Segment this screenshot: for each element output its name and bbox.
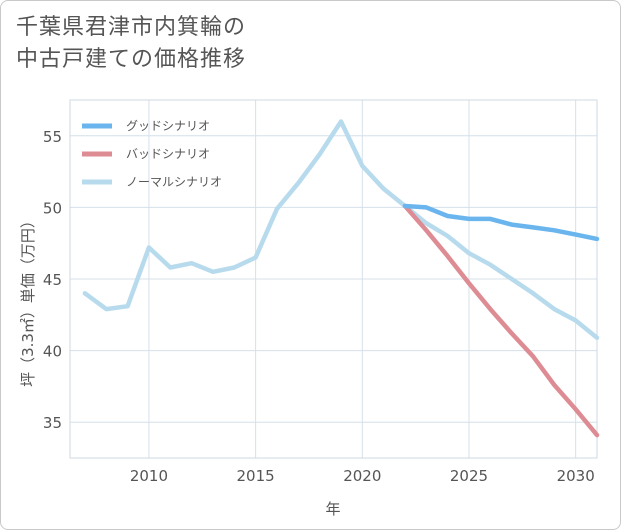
tick-labels: 35 40 45 50 55 2010 2015 2020 2025 2030 <box>43 128 595 485</box>
series-line-0 <box>402 203 600 242</box>
y-tick-label: 50 <box>43 199 62 217</box>
plot-area-border <box>69 99 598 459</box>
x-tick-label: 2025 <box>450 467 488 485</box>
series-line-1 <box>402 203 600 438</box>
x-tick-label: 2020 <box>343 467 381 485</box>
x-axis-label: 年 <box>325 500 340 518</box>
chart-title: 千葉県君津市内箕輪の 中古戸建ての価格推移 <box>16 12 246 76</box>
grid-lines <box>70 100 597 458</box>
x-tick-label: 2015 <box>237 467 275 485</box>
legend-label-0: グッドシナリオ <box>126 119 210 133</box>
y-tick-label: 55 <box>43 128 62 146</box>
x-tick-label: 2010 <box>130 467 168 485</box>
y-tick-label: 45 <box>43 271 62 289</box>
legend-label-1: バッドシナリオ <box>126 147 210 161</box>
chart-title-line-2: 中古戸建ての価格推移 <box>16 47 247 72</box>
y-axis-label: 坪（3.3㎡）単価（万円） <box>19 213 37 387</box>
series-layer <box>82 119 600 438</box>
chart-title-line-1: 千葉県君津市内箕輪の <box>16 15 247 40</box>
y-tick-label: 35 <box>43 414 62 432</box>
y-tick-label: 40 <box>43 343 62 361</box>
legend-label-2: ノーマルシナリオ <box>126 175 222 189</box>
x-tick-label: 2030 <box>557 467 595 485</box>
